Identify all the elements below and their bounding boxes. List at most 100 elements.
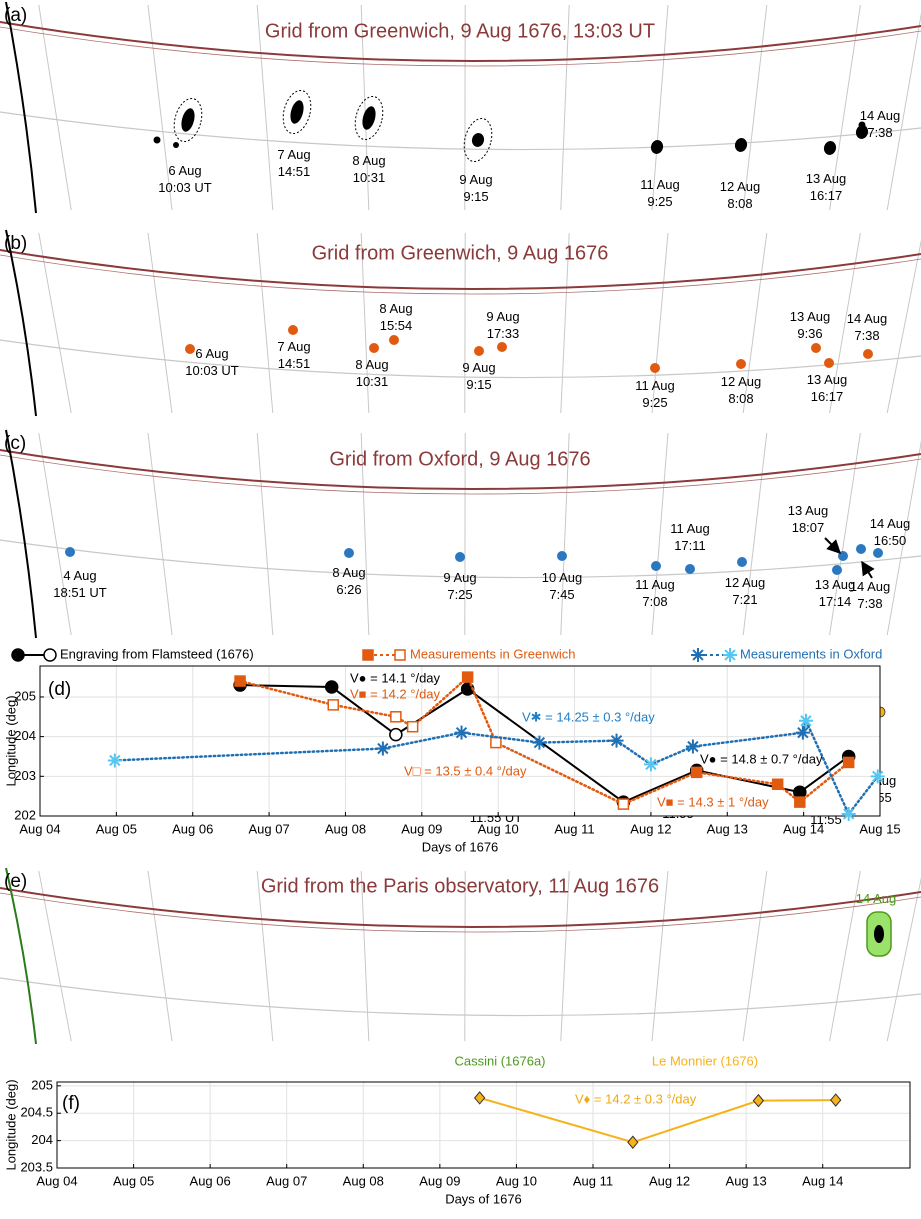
date-line: 7:25 (447, 587, 472, 602)
position-dot (389, 335, 399, 345)
date-label: 9 Aug 9:15 (459, 172, 492, 204)
position-dot (824, 358, 834, 368)
date-label: 14 Aug 7:38 (850, 579, 891, 611)
arrow (824, 537, 841, 554)
marker (11, 648, 25, 662)
position-dot (344, 548, 354, 558)
spot-outline (282, 89, 312, 135)
meridian (38, 432, 72, 636)
meridian (651, 432, 669, 636)
y-tick-label: 203 (14, 768, 36, 783)
date-line: 8 Aug (355, 357, 388, 372)
marker (324, 680, 339, 694)
y-tick-label: 205 (31, 1077, 53, 1092)
date-line: 14:51 (278, 164, 311, 179)
date-label: 14 Aug 7:38 (847, 311, 888, 343)
x-tick-label: Aug 09 (419, 1173, 460, 1188)
marker (842, 756, 855, 769)
panel-label: (e) (4, 871, 27, 892)
date-label: 11 Aug 9:25 (635, 378, 675, 410)
annotation: V● = 14.8 ± 0.7 °/day (700, 751, 823, 766)
x-tick-label: Aug 07 (248, 821, 289, 836)
date-label: 8 Aug 6:26 (332, 565, 365, 597)
meridian (651, 232, 669, 414)
ecliptic (0, 249, 921, 291)
meridian (651, 4, 669, 211)
marker (474, 1091, 486, 1105)
date-line: 16:17 (810, 188, 843, 203)
date-line: 10:31 (356, 374, 389, 389)
legend-text: Engraving from Flamsteed (1676) (60, 646, 254, 661)
meridian (38, 4, 72, 211)
limb (5, 1, 37, 214)
meridian (886, 12, 921, 211)
annotation: V■ = 14.2 °/day (350, 686, 441, 701)
date-label: 11 Aug 9:25 (640, 177, 680, 209)
x-tick-label: Aug 13 (707, 821, 748, 836)
marker (389, 727, 403, 742)
grid-title: Grid from Oxford, 9 Aug 1676 (329, 448, 590, 470)
annotation: V□ = 13.5 ± 0.4 °/day (404, 763, 527, 778)
date-line: 12 Aug (725, 575, 766, 590)
date-label: 6 Aug 10:03 UT (185, 346, 239, 378)
position-dot (832, 565, 842, 575)
position-dot (369, 343, 379, 353)
date-label: 8 Aug 10:31 (352, 153, 385, 185)
date-line: 6:26 (336, 582, 361, 597)
x-tick-label: Aug 07 (266, 1173, 307, 1188)
meridian (256, 232, 274, 414)
date-line: 9 Aug (443, 570, 476, 585)
y-axis-label: Longitude (deg) (3, 695, 18, 786)
date-line: 9 Aug (459, 172, 492, 187)
x-tick-label: Aug 13 (726, 1173, 767, 1188)
meridian (360, 232, 370, 414)
marker (609, 733, 624, 748)
latitude-line (0, 339, 921, 379)
date-line: 13 Aug (806, 171, 847, 186)
sunspot (650, 140, 664, 154)
date-label: 7 Aug 14:51 (277, 339, 310, 371)
marker (795, 725, 810, 740)
date-line: 7:45 (549, 587, 574, 602)
date-label: 12 Aug 8:08 (720, 179, 761, 211)
sunspot (362, 106, 376, 130)
marker (830, 1093, 842, 1107)
meridian (560, 4, 570, 211)
position-dot (737, 557, 747, 567)
date-line: 13 Aug (807, 372, 848, 387)
marker (870, 769, 885, 784)
marker (723, 648, 737, 662)
meridian (829, 870, 861, 1042)
limb (5, 867, 37, 1045)
annotation: V● = 14.1 °/day (350, 670, 441, 685)
limb (5, 429, 37, 639)
sunspot (181, 108, 195, 132)
legend-text: Cassini (1676a) (454, 1053, 545, 1068)
date-line: 14 Aug (850, 579, 891, 594)
date-line: 10:31 (353, 170, 386, 185)
date-line: 18:51 UT (53, 585, 107, 600)
panel-label: (c) (4, 433, 26, 454)
annotation: V■ = 14.3 ± 1 °/day (657, 794, 769, 809)
date-line: 7 Aug (277, 339, 310, 354)
legend-text: Measurements in Greenwich (410, 646, 575, 661)
position-dot (863, 349, 873, 359)
date-label: 12 Aug 7:21 (725, 575, 766, 607)
x-tick-label: Aug 08 (325, 821, 366, 836)
date-label: 14 Aug (856, 891, 897, 906)
ecliptic (0, 454, 921, 495)
plot-frame (39, 665, 881, 817)
spot-outline (354, 95, 384, 141)
annotation: V♦ = 14.2 ± 0.3 °/day (575, 1091, 697, 1106)
date-line: 9:36 (797, 326, 822, 341)
position-dot (650, 363, 660, 373)
date-line: 17:33 (487, 326, 520, 341)
date-line: 13 Aug (788, 503, 829, 518)
sunspot (874, 925, 884, 943)
marker (375, 741, 390, 756)
date-line: 9:25 (647, 194, 672, 209)
meridian (886, 440, 921, 636)
marker (841, 807, 856, 822)
marker (107, 753, 122, 768)
